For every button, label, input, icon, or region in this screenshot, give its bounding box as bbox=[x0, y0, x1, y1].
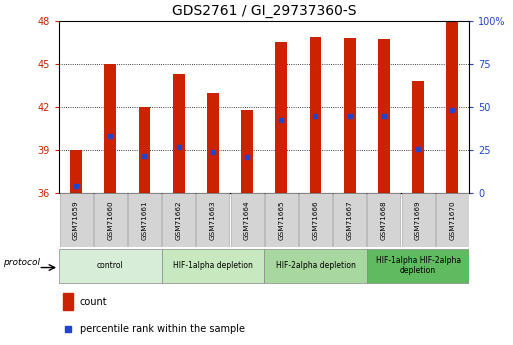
Text: GSM71667: GSM71667 bbox=[347, 200, 353, 240]
Text: GSM71665: GSM71665 bbox=[278, 200, 284, 240]
Bar bbox=[367, 248, 469, 283]
Bar bbox=[333, 193, 366, 247]
Bar bbox=[412, 81, 424, 193]
Bar bbox=[275, 42, 287, 193]
Bar bbox=[173, 74, 185, 193]
Text: count: count bbox=[80, 297, 107, 307]
Text: GSM71664: GSM71664 bbox=[244, 200, 250, 240]
Bar bbox=[264, 248, 367, 283]
Bar bbox=[309, 37, 322, 193]
Bar bbox=[367, 193, 400, 247]
Text: HIF-2alpha depletion: HIF-2alpha depletion bbox=[275, 261, 356, 270]
Text: GSM71662: GSM71662 bbox=[175, 200, 182, 240]
Text: GSM71661: GSM71661 bbox=[142, 200, 148, 240]
Bar bbox=[162, 193, 195, 247]
Text: GSM71660: GSM71660 bbox=[107, 200, 113, 240]
Bar bbox=[63, 293, 73, 310]
Bar bbox=[436, 193, 469, 247]
Bar bbox=[128, 193, 161, 247]
Text: GSM71666: GSM71666 bbox=[312, 200, 319, 240]
Bar bbox=[231, 193, 264, 247]
Bar bbox=[139, 107, 150, 193]
Text: HIF-1alpha HIF-2alpha
depletion: HIF-1alpha HIF-2alpha depletion bbox=[376, 256, 461, 275]
Bar bbox=[241, 110, 253, 193]
Text: GSM71659: GSM71659 bbox=[73, 200, 79, 240]
Text: control: control bbox=[97, 261, 124, 270]
Bar bbox=[59, 248, 162, 283]
Bar bbox=[378, 39, 390, 193]
Bar bbox=[446, 21, 458, 193]
Text: GSM71668: GSM71668 bbox=[381, 200, 387, 240]
Bar bbox=[265, 193, 298, 247]
Text: protocol: protocol bbox=[3, 258, 40, 267]
Text: GSM71669: GSM71669 bbox=[415, 200, 421, 240]
Text: GSM71670: GSM71670 bbox=[449, 200, 456, 240]
Bar bbox=[207, 92, 219, 193]
Bar bbox=[104, 64, 116, 193]
Title: GDS2761 / GI_29737360-S: GDS2761 / GI_29737360-S bbox=[172, 4, 357, 18]
Bar bbox=[299, 193, 332, 247]
Text: HIF-1alpha depletion: HIF-1alpha depletion bbox=[173, 261, 253, 270]
Bar bbox=[402, 193, 435, 247]
Bar bbox=[70, 150, 82, 193]
Text: percentile rank within the sample: percentile rank within the sample bbox=[80, 324, 245, 334]
Bar bbox=[162, 248, 264, 283]
Bar bbox=[196, 193, 229, 247]
Bar bbox=[344, 38, 356, 193]
Bar bbox=[94, 193, 127, 247]
Text: GSM71663: GSM71663 bbox=[210, 200, 216, 240]
Bar bbox=[60, 193, 92, 247]
